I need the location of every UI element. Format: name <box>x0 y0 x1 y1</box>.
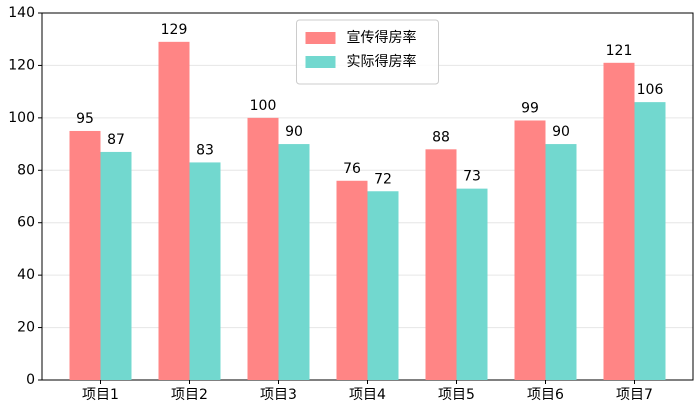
y-tick-label: 120 <box>8 57 35 73</box>
bar <box>247 117 279 380</box>
value-label: 106 <box>637 82 664 98</box>
x-tick-label: 项目3 <box>260 387 297 403</box>
value-label: 100 <box>250 98 277 114</box>
bar <box>69 130 101 380</box>
y-tick-label: 80 <box>17 162 35 178</box>
x-tick-label: 项目5 <box>438 387 475 403</box>
legend-label: 实际得房率 <box>347 53 417 70</box>
value-label: 129 <box>161 22 188 38</box>
x-tick-label: 项目2 <box>171 387 208 403</box>
value-label: 88 <box>432 129 450 145</box>
bar <box>514 120 546 380</box>
y-tick-label: 140 <box>8 5 35 21</box>
bar <box>336 180 368 380</box>
bar <box>158 41 190 380</box>
y-tick-label: 100 <box>8 110 35 126</box>
bar <box>545 144 577 380</box>
legend-label: 宣传得房率 <box>347 29 417 46</box>
y-tick-label: 20 <box>17 320 35 336</box>
value-label: 121 <box>606 43 633 59</box>
y-tick-label: 0 <box>26 372 35 388</box>
value-label: 76 <box>343 161 361 177</box>
bar <box>367 191 399 380</box>
bar <box>603 62 635 381</box>
bar <box>189 162 221 380</box>
x-tick-label: 项目4 <box>349 387 386 403</box>
x-tick-label: 项目6 <box>527 387 564 403</box>
value-label: 87 <box>107 132 125 148</box>
bar <box>425 149 457 380</box>
value-label: 73 <box>463 169 481 185</box>
y-tick-label: 60 <box>17 215 35 231</box>
value-label: 99 <box>521 100 539 116</box>
x-tick-label: 项目7 <box>616 387 653 403</box>
bar <box>100 151 132 380</box>
y-tick-label: 40 <box>17 267 35 283</box>
value-label: 90 <box>552 124 570 140</box>
value-label: 72 <box>374 171 392 187</box>
bar <box>456 188 488 380</box>
value-label: 90 <box>285 124 303 140</box>
legend-swatch <box>305 56 336 68</box>
bar <box>278 144 310 380</box>
bar <box>634 102 666 380</box>
x-tick-label: 项目1 <box>82 387 119 403</box>
legend-swatch <box>305 32 336 44</box>
value-label: 95 <box>76 111 94 127</box>
value-label: 83 <box>196 142 214 158</box>
